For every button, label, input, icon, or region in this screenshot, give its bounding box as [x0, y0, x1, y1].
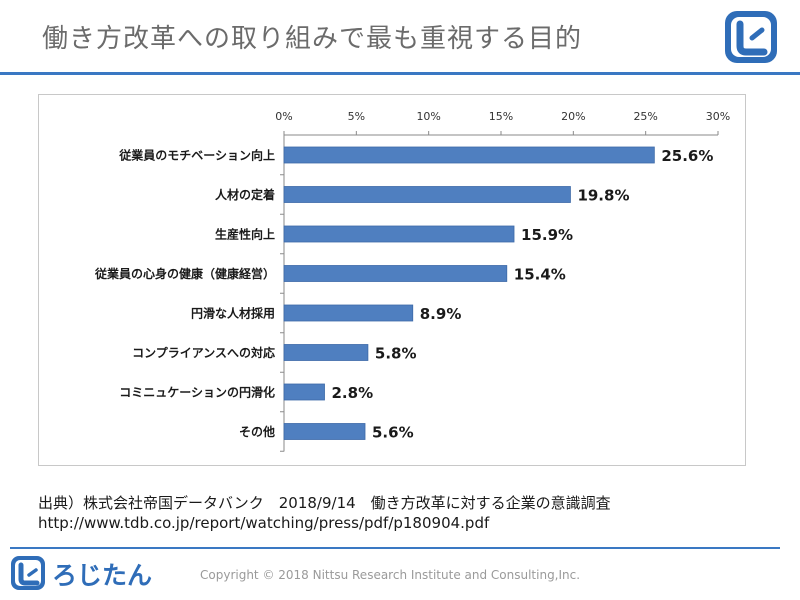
x-tick-label: 0%: [275, 110, 292, 123]
source-url: http://www.tdb.co.jp/report/watching/pre…: [38, 514, 490, 532]
rojitan-logo: ろじたん: [11, 556, 152, 590]
page-title: 働き方改革への取り組みで最も重視する目的: [42, 24, 583, 54]
data-label: 5.8%: [375, 345, 417, 363]
x-tick-label: 5%: [348, 110, 365, 123]
rojitan-logo-icon: [11, 556, 45, 590]
x-tick-label: 25%: [633, 110, 657, 123]
bar: [283, 225, 515, 243]
category-label: その他: [239, 424, 275, 439]
rojitan-logo-text: ろじたん: [52, 561, 152, 590]
data-label: 15.9%: [521, 226, 573, 244]
company-logo-icon: [725, 11, 777, 63]
category-label: 人材の定着: [215, 187, 275, 202]
data-label: 5.6%: [372, 424, 414, 442]
x-tick-label: 10%: [416, 110, 440, 123]
data-label: 25.6%: [661, 147, 713, 165]
bar: [283, 344, 369, 361]
data-label: 19.8%: [577, 187, 629, 205]
x-tick-label: 15%: [489, 110, 513, 123]
bar-chart: 0% 5% 10% 15% 20% 25% 30% 従業員のモチベーション向上 25.6% 人材の…: [94, 110, 730, 452]
x-tick-label: 30%: [706, 110, 730, 123]
category-label: 生産性向上: [215, 227, 275, 242]
footer-divider: [10, 547, 780, 549]
chart-frame: 0% 5% 10% 15% 20% 25% 30% 従業員のモチベーション向上 25.6% 人材の…: [38, 94, 746, 466]
category-label: 円滑な人材採用: [191, 306, 275, 321]
bar: [283, 146, 655, 164]
bar: [283, 423, 366, 440]
category-label: 従業員の心身の健康（健康経営）: [94, 266, 275, 281]
data-label: 15.4%: [514, 266, 566, 284]
header-divider: [0, 72, 800, 75]
category-label: 従業員のモチベーション向上: [118, 148, 275, 163]
source-citation: 出典）株式会社帝国データバンク 2018/9/14 働き方改革に対する企業の意識…: [38, 494, 611, 512]
bar: [283, 265, 508, 282]
category-label: コミニュケーションの円滑化: [119, 385, 275, 400]
data-label: 8.9%: [420, 305, 462, 323]
category-label: コンプライアンスへの対応: [132, 345, 275, 360]
copyright-text: Copyright © 2018 Nittsu Research Institu…: [200, 568, 581, 582]
data-label: 2.8%: [332, 384, 374, 402]
x-tick-label: 20%: [561, 110, 585, 123]
bar: [283, 186, 571, 203]
bar: [283, 304, 414, 322]
bar: [283, 383, 325, 401]
